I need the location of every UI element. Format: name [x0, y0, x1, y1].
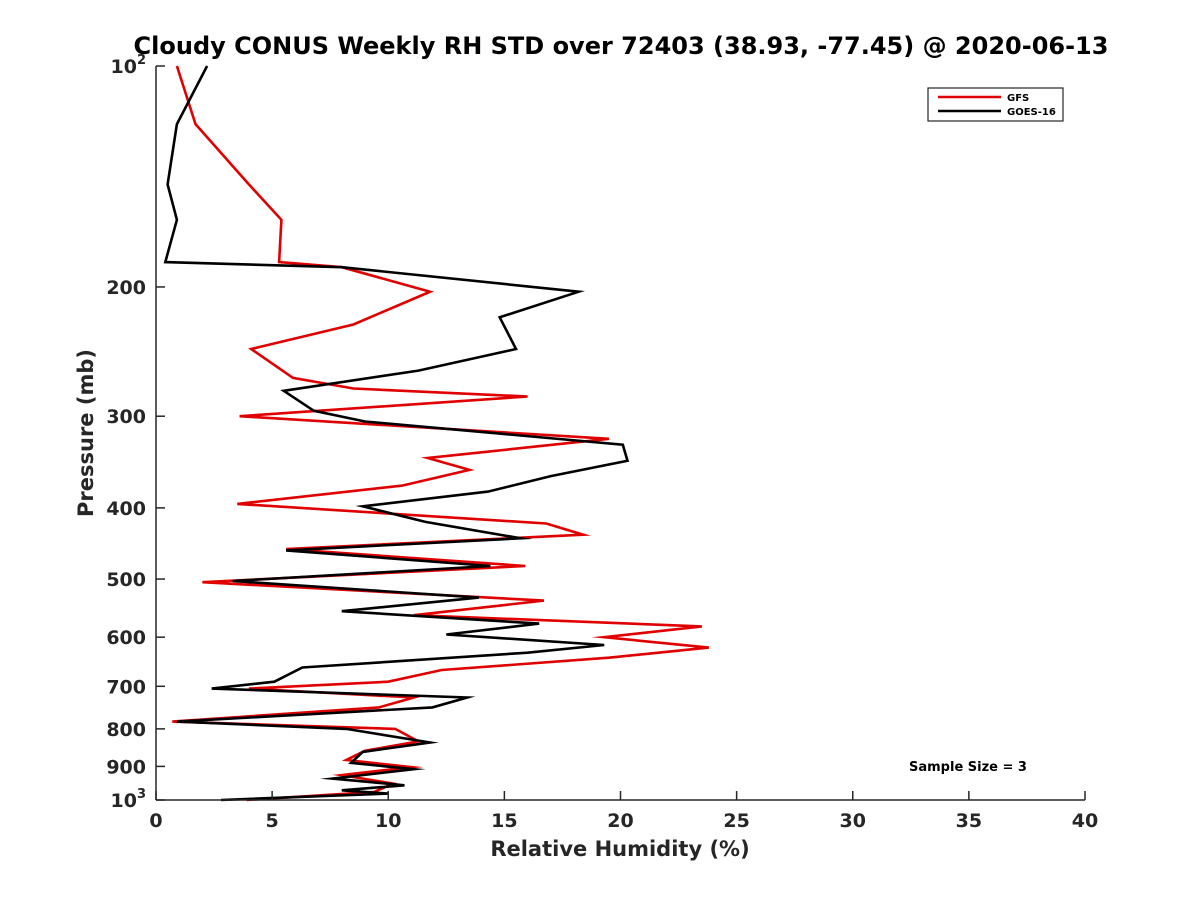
y-axis-label: Pressure (mb)	[74, 349, 98, 517]
series-line-goes-16	[163, 65, 630, 802]
x-tick-label: 25	[723, 810, 749, 832]
x-tick-label: 10	[375, 810, 401, 832]
x-tick-label: 20	[607, 810, 633, 832]
legend-label-goes16: GOES-16	[1007, 107, 1056, 118]
x-axis-label: Relative Humidity (%)	[490, 837, 749, 861]
y-tick-label: 700	[106, 676, 146, 698]
y-tick-label: 600	[106, 627, 146, 649]
y-tick-label: 103	[111, 787, 147, 812]
sample-size-annotation: Sample Size = 3	[909, 760, 1027, 775]
x-tick-label: 5	[266, 810, 279, 832]
y-tick-label: 400	[106, 498, 146, 520]
x-tick-label: 35	[956, 810, 982, 832]
x-tick-label: 15	[491, 810, 517, 832]
y-tick-label: 200	[106, 277, 146, 299]
plot-area: 0 5 10 15 20 25 30 35 40 102 200 300 400 500 600 700 80…	[106, 53, 1098, 832]
x-tick-label: 0	[149, 810, 162, 832]
series-layer	[163, 65, 709, 802]
y-tick-label: 900	[106, 756, 146, 778]
chart-title: Cloudy CONUS Weekly RH STD over 72403 (3…	[134, 32, 1109, 60]
x-tick-label: 40	[1072, 810, 1098, 832]
y-tick-label: 300	[106, 406, 146, 428]
legend-label-gfs: GFS	[1007, 93, 1029, 104]
legend-box	[927, 87, 1064, 122]
y-tick-label: 500	[106, 569, 146, 591]
x-axis-ticks: 0 5 10 15 20 25 30 35 40	[149, 791, 1098, 832]
x-tick-label: 30	[840, 810, 866, 832]
y-tick-label: 102	[111, 53, 147, 78]
legend: GFS GOES-16	[927, 87, 1064, 122]
y-axis-ticks: 102 200 300 400 500 600 700 800 900 103	[106, 53, 165, 812]
y-tick-label: 800	[106, 719, 146, 741]
